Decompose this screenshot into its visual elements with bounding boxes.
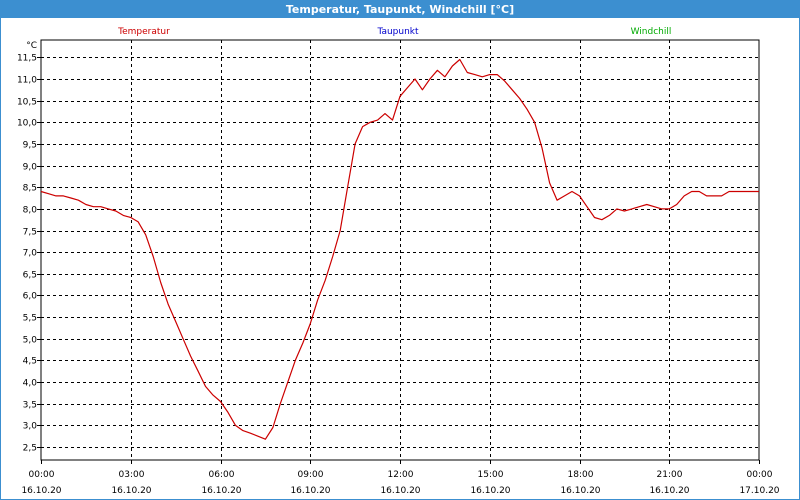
- x-tick-time-label: 00:00: [29, 470, 55, 480]
- title-bar: Temperatur, Taupunkt, Windchill [°C]: [1, 1, 799, 18]
- x-tick-date-label: 16.10.20: [470, 486, 510, 496]
- x-tick-date-label: 16.10.20: [21, 486, 61, 496]
- y-tick-label: 8,5: [23, 184, 37, 194]
- x-tick-time-label: 00:00: [747, 470, 773, 480]
- legend-entry-temperatur: Temperatur: [117, 27, 170, 37]
- y-tick-label: 4,0: [23, 379, 38, 389]
- y-tick-label: 6,0: [23, 292, 38, 302]
- y-tick-label: 10,5: [17, 98, 37, 108]
- x-tick-date-label: 17.10.20: [739, 486, 779, 496]
- x-tick-time-label: 09:00: [298, 470, 324, 480]
- x-tick-time-label: 12:00: [388, 470, 414, 480]
- y-tick-label: 4,5: [23, 357, 37, 367]
- x-tick-time-label: 06:00: [209, 470, 235, 480]
- x-tick-date-label: 16.10.20: [380, 486, 420, 496]
- y-tick-label: 8,0: [23, 206, 38, 216]
- x-tick-time-label: 18:00: [568, 470, 594, 480]
- y-tick-label: 3,5: [23, 401, 37, 411]
- x-tick-time-label: 21:00: [657, 470, 683, 480]
- y-tick-label: 6,5: [23, 271, 37, 281]
- y-tick-label: 7,5: [23, 228, 37, 238]
- x-tick-time-label: 03:00: [119, 470, 145, 480]
- y-tick-label: 5,0: [23, 336, 38, 346]
- y-axis-unit-label: °C: [26, 41, 37, 51]
- x-tick-time-label: 15:00: [478, 470, 504, 480]
- y-tick-label: 10,0: [17, 119, 37, 129]
- x-tick-date-label: 16.10.20: [201, 486, 241, 496]
- legend-entry-windchill: Windchill: [631, 27, 672, 37]
- x-tick-date-label: 16.10.20: [560, 486, 600, 496]
- x-tick-date-label: 16.10.20: [649, 486, 689, 496]
- legend-entry-taupunkt: Taupunkt: [376, 27, 419, 37]
- y-tick-label: 5,5: [23, 314, 37, 324]
- series-line-temperatur: [40, 58, 759, 440]
- x-tick-date-label: 16.10.20: [290, 486, 330, 496]
- y-tick-label: 9,5: [23, 141, 37, 151]
- y-tick-label: 3,0: [23, 422, 38, 432]
- y-tick-label: 11,5: [17, 54, 37, 64]
- x-tick-date-label: 16.10.20: [111, 486, 151, 496]
- y-tick-label: 7,0: [23, 249, 38, 259]
- y-tick-label: 9,0: [23, 163, 38, 173]
- chart-title: Temperatur, Taupunkt, Windchill [°C]: [285, 3, 515, 16]
- y-tick-label: 11,0: [17, 76, 37, 86]
- y-tick-label: 2,5: [23, 444, 37, 454]
